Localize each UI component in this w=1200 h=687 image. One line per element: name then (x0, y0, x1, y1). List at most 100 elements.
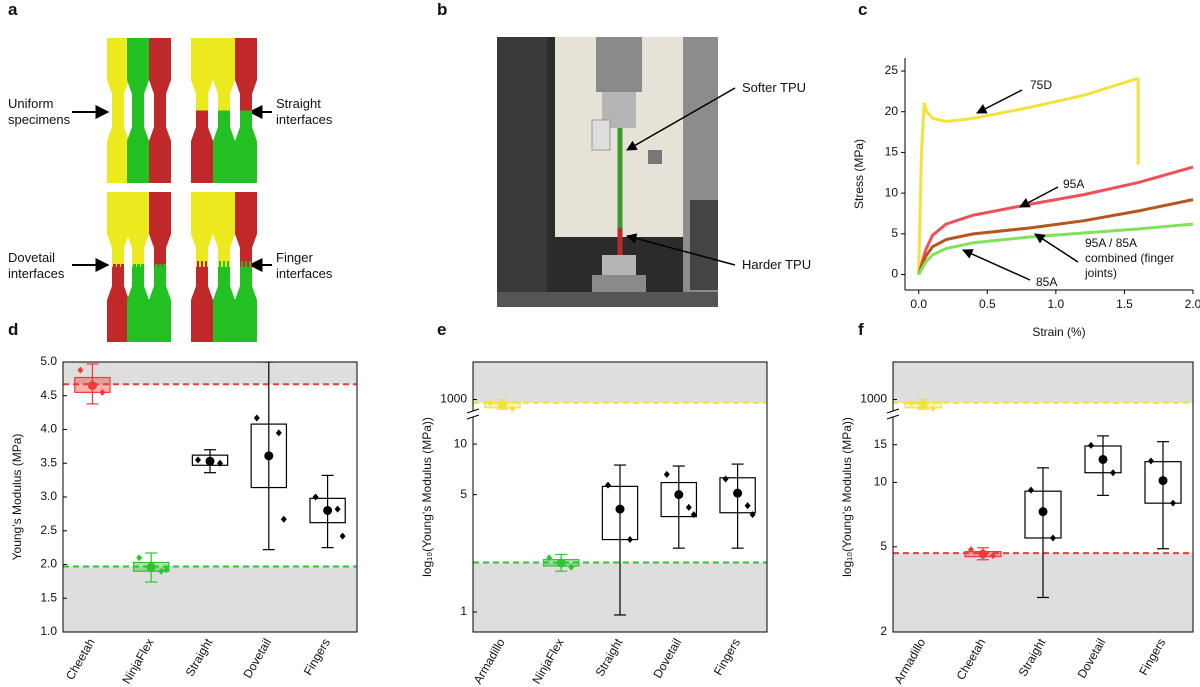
data-point (312, 493, 319, 501)
series-annotation: 85A (1036, 275, 1057, 289)
joint (159, 264, 162, 267)
data-point (685, 503, 692, 511)
y-tick-label: 1.5 (40, 590, 57, 604)
diagram-label: Uniform specimens (8, 96, 71, 127)
mean (87, 381, 97, 391)
specimen-part (149, 192, 171, 267)
panel-label: f (858, 320, 864, 339)
y-tick-label: 4.5 (40, 388, 57, 402)
data-point (1088, 441, 1094, 449)
shade (893, 362, 1193, 403)
data-point (1050, 534, 1056, 542)
mean (556, 558, 566, 568)
specimen-part (191, 192, 213, 267)
data-point (163, 566, 170, 574)
mean (146, 562, 156, 572)
x-tick-label: Cheetah (63, 636, 98, 682)
specimen-part (107, 192, 129, 267)
y-tick-label: 1000 (440, 392, 467, 406)
specimen-part (213, 192, 235, 267)
specimen-part (235, 110, 257, 183)
joint (141, 264, 144, 267)
y-tick-label: 25 (885, 63, 899, 77)
series-annotation: 75D (1030, 78, 1052, 92)
joint (219, 261, 221, 267)
line-series (917, 165, 1194, 275)
joint (121, 264, 124, 267)
y-axis-label: log₁₀(Young’s Modulus (MPa)) (420, 417, 434, 577)
y-tick-label: 5 (891, 226, 898, 240)
x-tick-label: Fingers (1136, 636, 1168, 678)
arrow (976, 89, 1023, 114)
data-point (568, 563, 575, 571)
plot-area (63, 362, 357, 632)
frame (472, 361, 768, 633)
y-tick-label: 5 (880, 539, 887, 553)
joint (249, 261, 251, 267)
plot-area (893, 362, 1193, 632)
mean (615, 504, 625, 514)
joint (133, 264, 136, 267)
specimen-part (191, 267, 213, 342)
x-tick-label: Dovetail (240, 636, 274, 681)
data-point (722, 475, 729, 483)
data-point (1170, 499, 1176, 507)
mean (497, 400, 507, 410)
break-mark (886, 414, 900, 420)
x-tick-label: NinjaFlex (119, 636, 156, 686)
break-mark (886, 408, 900, 414)
data-point (749, 511, 756, 519)
joint (201, 261, 203, 267)
y-tick-label: 0 (891, 267, 898, 281)
x-tick-label: Straight (1016, 636, 1049, 679)
y-tick-label: 3.0 (40, 489, 57, 503)
y-tick-label: 2 (880, 624, 887, 638)
mean (733, 488, 743, 498)
specimen-part (235, 192, 257, 267)
joint (197, 261, 199, 267)
data-point (990, 552, 996, 560)
y-axis-label: Young’s Modulus (MPa) (10, 434, 24, 561)
mean (918, 400, 928, 410)
panel-label: c (858, 0, 868, 19)
data-point (546, 554, 553, 562)
diagram-label: Dovetail interfaces (8, 250, 65, 281)
axis-break (887, 411, 899, 417)
y-tick-label: 10 (454, 436, 468, 450)
panel-label: d (8, 320, 19, 339)
plot-area (473, 362, 767, 632)
x-tick-label: NinjaFlex (529, 636, 566, 686)
data-point (334, 505, 341, 513)
data-point (487, 399, 494, 407)
arrow (1019, 186, 1059, 208)
mean (264, 451, 274, 461)
y-tick-label: 15 (885, 145, 899, 159)
y-tick-label: 4.0 (40, 422, 57, 436)
x-axis-label: Strain (%) (1032, 325, 1085, 339)
specimen-part (191, 110, 213, 183)
data-point (275, 429, 282, 437)
data-point (605, 481, 611, 489)
arrow (626, 87, 736, 151)
y-tick-label: 10 (885, 185, 899, 199)
joint (155, 264, 158, 267)
x-tick-label: Straight (593, 636, 626, 679)
photo-label: Softer TPU (742, 80, 807, 95)
data-point (280, 515, 287, 523)
mean (205, 456, 215, 466)
frame (892, 361, 1194, 633)
x-tick-label: 0.0 (910, 297, 927, 311)
data-point (627, 536, 633, 544)
specimen-part (213, 38, 235, 111)
y-axis-label: log₁₀(Young’s Modulus (MPa)) (840, 417, 854, 577)
x-tick-label: Fingers (711, 636, 743, 678)
x-tick-label: 1.0 (1048, 297, 1065, 311)
mean (978, 549, 988, 559)
specimen-part (191, 38, 213, 111)
break-gap (893, 410, 1193, 418)
joint (227, 261, 229, 267)
line-series (917, 77, 1140, 275)
box (719, 477, 756, 514)
